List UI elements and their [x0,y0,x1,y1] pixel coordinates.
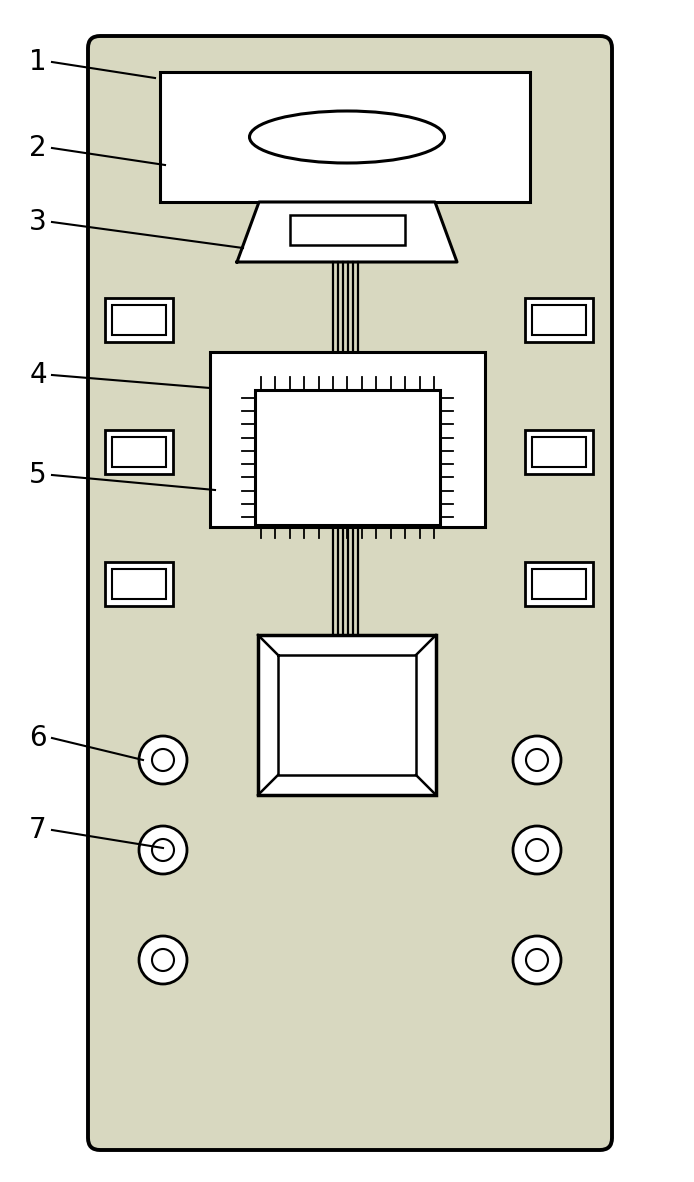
Circle shape [139,936,187,983]
Bar [290,215,405,245]
Text: 5: 5 [29,461,46,489]
Bar [532,569,586,599]
Bar [255,390,440,525]
Bar [525,430,593,474]
Bar [258,635,436,795]
Bar [105,298,173,342]
Text: 7: 7 [29,816,46,844]
Bar [525,561,593,606]
Bar [210,352,485,527]
Circle shape [139,736,187,784]
Text: 3: 3 [29,208,47,236]
Bar [112,569,166,599]
Circle shape [526,949,548,970]
Bar [532,437,586,467]
Polygon shape [237,202,457,262]
Circle shape [526,839,548,860]
Circle shape [526,749,548,771]
Circle shape [152,749,174,771]
Bar [532,305,586,335]
Circle shape [513,936,561,983]
Circle shape [152,839,174,860]
Bar [112,305,166,335]
Bar [112,437,166,467]
Circle shape [152,949,174,970]
Text: 1: 1 [29,48,46,76]
Ellipse shape [250,111,444,163]
Bar [105,561,173,606]
Bar [525,298,593,342]
Text: 6: 6 [29,725,46,752]
Bar [105,430,173,474]
Text: 2: 2 [29,134,46,162]
FancyBboxPatch shape [88,35,612,1150]
Text: 4: 4 [29,361,46,389]
Circle shape [513,736,561,784]
Bar [160,72,530,202]
Circle shape [139,826,187,873]
Circle shape [513,826,561,873]
